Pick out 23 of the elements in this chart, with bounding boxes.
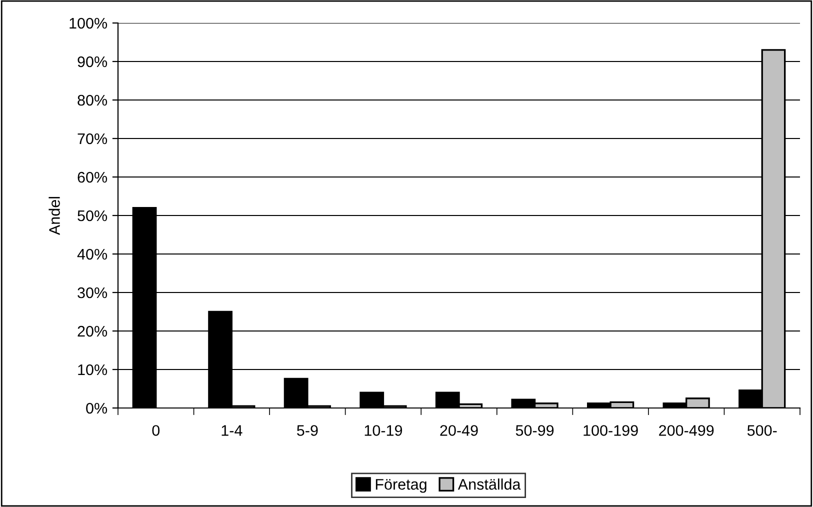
x-tick-label: 1-4	[222, 425, 242, 436]
x-tick-label: 0	[152, 425, 160, 436]
y-tick-label: 0%	[86, 402, 108, 414]
x-tick-label: 200-499	[659, 425, 714, 436]
x-tick-label: 10-19	[364, 425, 402, 436]
y-tick-label: 60%	[78, 172, 108, 183]
y-tick-label: 40%	[77, 248, 108, 260]
y-tick-label: 50%	[78, 210, 108, 222]
y-tick-label: 80%	[78, 94, 108, 106]
x-tick-label: 500-	[747, 425, 777, 436]
y-tick-label: 100%	[70, 18, 108, 29]
x-tick-label: 100-199	[584, 425, 638, 436]
x-tick-label: 20-49	[440, 425, 478, 436]
y-axis-title: Andel	[48, 196, 60, 236]
y-tick-label: 20%	[78, 326, 108, 337]
y-tick-label: 10%	[78, 364, 108, 376]
y-tick-label: 90%	[78, 56, 108, 68]
legend-label: Anställda	[458, 478, 521, 490]
y-tick-label: 30%	[78, 287, 108, 298]
y-tick-label: 70%	[78, 133, 108, 144]
x-tick-label: 5-9	[297, 425, 318, 436]
legend-label: Företag	[376, 479, 426, 493]
x-tick-label: 50-99	[516, 425, 554, 436]
